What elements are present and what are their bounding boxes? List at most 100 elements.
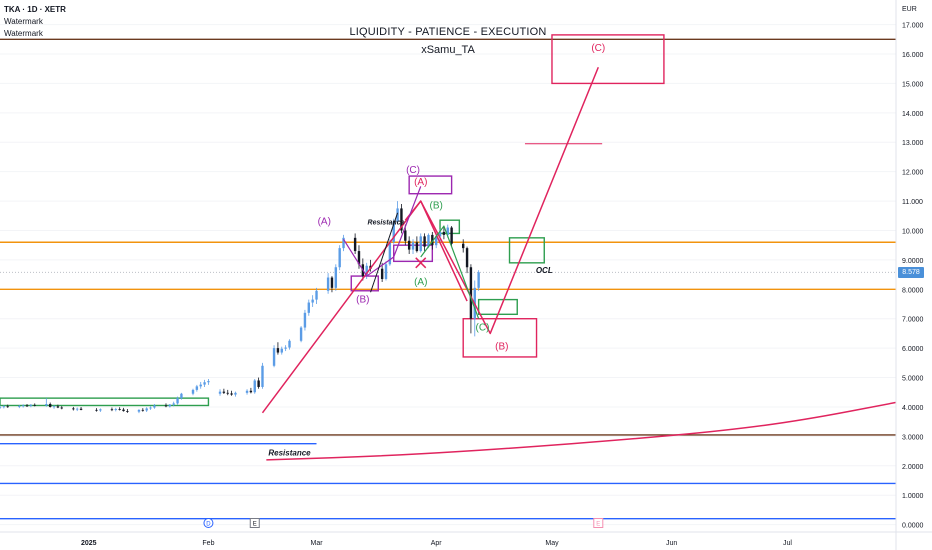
cross-mark bbox=[415, 257, 427, 269]
zone-box bbox=[477, 298, 518, 316]
watermark-label-2: Watermark bbox=[4, 29, 43, 38]
candle-body bbox=[438, 231, 442, 237]
zone-box bbox=[408, 175, 453, 195]
y-tick-label: 11.000 bbox=[902, 199, 923, 206]
candle-body bbox=[21, 405, 25, 407]
candle-body bbox=[222, 391, 226, 393]
y-tick-label: 7.0000 bbox=[902, 317, 924, 324]
candle-body bbox=[203, 382, 206, 385]
y-tick-label: 5.0000 bbox=[902, 376, 924, 383]
candle-body bbox=[199, 384, 202, 387]
symbol-label: TKA · 1D · XETR bbox=[4, 5, 66, 14]
horizontal-levels bbox=[0, 38, 896, 520]
candle-body bbox=[365, 265, 368, 277]
candle-body bbox=[427, 234, 430, 247]
candle-body bbox=[79, 408, 83, 410]
candle-body bbox=[465, 248, 469, 268]
watermark-label-1: Watermark bbox=[4, 17, 43, 26]
y-tick-label: 8.0000 bbox=[902, 287, 924, 294]
x-tick-label: Jun bbox=[666, 540, 677, 547]
candle-body bbox=[288, 340, 291, 348]
zone-box bbox=[439, 219, 461, 235]
y-tick-label: 0.0000 bbox=[902, 523, 924, 530]
candle-body bbox=[342, 237, 345, 249]
trend-curve bbox=[266, 401, 896, 461]
candle-body bbox=[338, 248, 341, 268]
candle-body bbox=[153, 405, 156, 408]
candle-body bbox=[207, 381, 210, 383]
candle-body bbox=[407, 240, 411, 250]
candle-body bbox=[357, 251, 361, 265]
earnings-marker bbox=[593, 518, 604, 528]
candle-body bbox=[195, 386, 199, 390]
candle-body bbox=[118, 409, 121, 410]
annotation-label: Resistance bbox=[268, 448, 311, 457]
candle-body bbox=[392, 221, 395, 243]
candle-body bbox=[145, 408, 148, 411]
candle-body bbox=[95, 409, 98, 411]
zone-box bbox=[508, 237, 545, 264]
candle-body bbox=[404, 230, 407, 241]
x-tick-label: Feb bbox=[202, 540, 214, 547]
candle-body bbox=[450, 227, 453, 244]
candle-body bbox=[60, 407, 63, 409]
y-tick-label: 14.000 bbox=[902, 111, 924, 118]
candle-body bbox=[164, 405, 168, 407]
candle-body bbox=[299, 327, 303, 341]
candle-body bbox=[72, 408, 75, 410]
candle-body bbox=[431, 234, 434, 246]
candle-body bbox=[400, 208, 403, 231]
candle-body bbox=[477, 272, 480, 288]
candle-body bbox=[234, 392, 237, 395]
zone-box bbox=[462, 318, 538, 358]
annotation-label: (B) bbox=[356, 295, 369, 306]
candle-body bbox=[415, 242, 419, 252]
y-tick-label: 17.000 bbox=[902, 23, 924, 30]
candle-body bbox=[334, 267, 338, 288]
zone-boxes bbox=[0, 34, 665, 407]
candle-body bbox=[149, 407, 152, 409]
x-tick-label: May bbox=[545, 540, 559, 547]
candle-body bbox=[380, 268, 384, 280]
candle-body bbox=[176, 398, 179, 404]
candle-body bbox=[396, 208, 399, 222]
annotation-label: (B) bbox=[430, 200, 443, 211]
candle-body bbox=[218, 391, 222, 394]
candle-body bbox=[446, 227, 449, 235]
candles bbox=[0, 201, 480, 414]
dividend-marker bbox=[203, 518, 214, 528]
y-tick-label: 9.0000 bbox=[902, 258, 924, 265]
candle-body bbox=[249, 390, 253, 393]
annotation-label: (A) bbox=[318, 217, 331, 228]
y-tick-label: 2.0000 bbox=[902, 464, 924, 471]
candle-body bbox=[18, 406, 21, 407]
candle-body bbox=[137, 409, 141, 412]
wave-path bbox=[343, 186, 422, 277]
candle-body bbox=[122, 409, 125, 412]
candle-body bbox=[330, 277, 334, 288]
candle-body bbox=[469, 267, 473, 319]
candle-body bbox=[56, 406, 60, 408]
x-tick-label: Apr bbox=[431, 540, 443, 547]
candle-body bbox=[419, 236, 422, 252]
y-tick-label: 3.0000 bbox=[902, 434, 924, 441]
wave-path bbox=[261, 66, 599, 414]
candle-body bbox=[76, 408, 79, 410]
earnings-marker bbox=[249, 518, 260, 528]
candle-body bbox=[48, 404, 52, 407]
candle-body bbox=[33, 404, 36, 406]
candle-body bbox=[180, 393, 183, 399]
candle-body bbox=[45, 404, 48, 406]
y-tick-label: 6.0000 bbox=[902, 346, 924, 353]
candle-body bbox=[253, 380, 256, 393]
wave-path bbox=[370, 212, 399, 293]
annotation-label: (C) bbox=[406, 165, 420, 176]
currency-label[interactable]: EUR bbox=[902, 6, 917, 13]
candle-body bbox=[226, 392, 229, 394]
candle-body bbox=[311, 299, 314, 303]
author-label: xSamu_TA bbox=[421, 44, 475, 56]
y-tick-label: 4.0000 bbox=[902, 405, 924, 412]
candle-body bbox=[52, 406, 56, 408]
